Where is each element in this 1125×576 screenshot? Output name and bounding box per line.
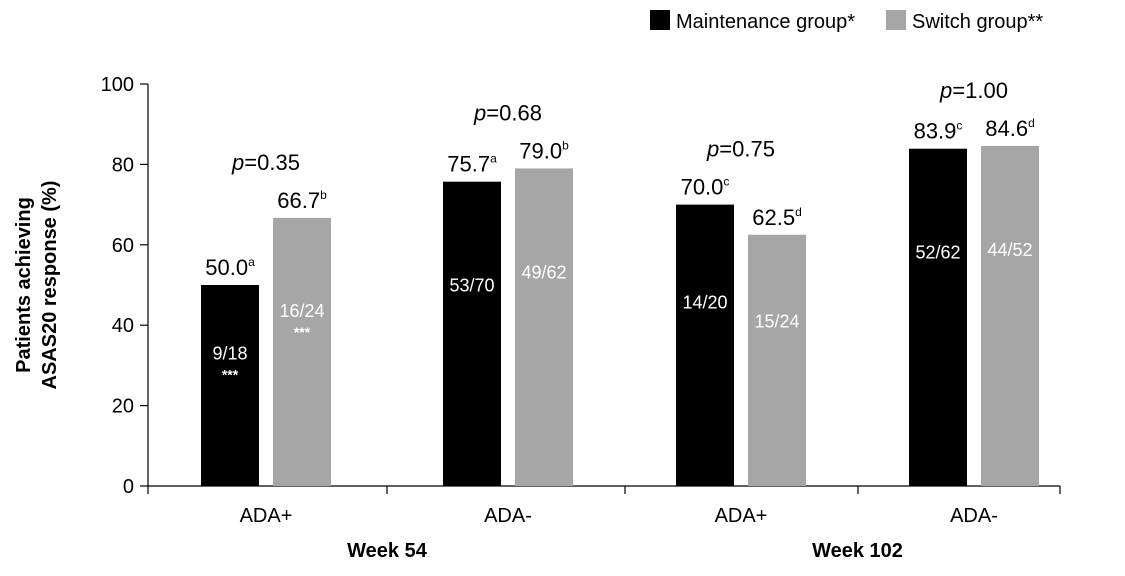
x-category-label: ADA+: [240, 505, 293, 527]
y-axis-title-line: ASAS20 response (%): [39, 181, 61, 390]
bar-switch: [748, 234, 806, 486]
p-value: =0.68: [486, 100, 542, 125]
bar-value-label: 70.0c: [681, 175, 730, 200]
x-category-label: ADA-: [950, 505, 998, 527]
bar-value-superscript: b: [562, 138, 569, 152]
bar-significance-label: ***: [222, 366, 239, 382]
x-category-label: ADA-: [484, 505, 532, 527]
legend-label: Switch group**: [912, 11, 1043, 33]
bar-maintenance: [443, 181, 501, 486]
p-value: =0.35: [244, 150, 300, 175]
bar-value-superscript: d: [1028, 116, 1035, 130]
y-tick-label: 100: [101, 74, 134, 96]
p-value: =1.00: [952, 78, 1008, 103]
bar-value-label: 75.7a: [447, 152, 497, 177]
bar-count-label: 52/62: [915, 243, 960, 263]
x-group-label: Week 102: [812, 540, 903, 562]
x-group-label: Week 54: [347, 540, 428, 562]
bar-count-label: 15/24: [754, 312, 799, 332]
y-tick-label: 40: [112, 315, 134, 337]
bar-value: 70.0: [681, 175, 724, 200]
legend-swatch-maintenance: [650, 10, 670, 30]
p-value-label: p=1.00: [939, 78, 1008, 103]
bar-value-label: 84.6d: [985, 116, 1035, 141]
bar-value-label: 83.9c: [914, 119, 963, 144]
bar-value-label: 62.5d: [752, 205, 802, 230]
p-value-label: p=0.75: [706, 137, 775, 162]
bar-switch: [273, 217, 331, 486]
bar-value: 83.9: [914, 119, 957, 144]
bar-significance-label: ***: [294, 324, 311, 340]
bar-maintenance: [909, 148, 967, 487]
p-value: =0.75: [719, 137, 775, 162]
p-value-symbol: p: [939, 78, 952, 103]
bar-value: 66.7: [277, 188, 320, 213]
bar-count-label: 14/20: [682, 293, 727, 313]
bar-value-superscript: a: [490, 152, 497, 166]
x-category-label: ADA+: [715, 505, 768, 527]
bar-value-superscript: b: [320, 188, 327, 202]
y-tick-label: 80: [112, 154, 134, 176]
bar-value: 75.7: [447, 152, 490, 177]
y-axis-title-line: Patients achieving: [13, 197, 35, 373]
legend-swatch-switch: [886, 10, 906, 30]
bar-value-superscript: a: [248, 255, 255, 269]
bar-maintenance: [201, 285, 259, 486]
bar-count-label: 44/52: [987, 240, 1032, 260]
y-axis-title: Patients achieving ASAS20 response (%): [13, 181, 61, 390]
p-value-symbol: p: [473, 100, 486, 125]
bar-value-superscript: c: [723, 175, 729, 189]
bar-value-label: 66.7b: [277, 188, 327, 213]
bar-value-label: 50.0a: [205, 255, 255, 280]
bar-count-label: 49/62: [521, 262, 566, 282]
bar-count-label: 9/18: [212, 343, 247, 363]
legend-label: Maintenance group*: [676, 11, 855, 33]
y-tick-label: 20: [112, 396, 134, 418]
bar-value: 79.0: [519, 138, 562, 163]
bar-value: 62.5: [752, 205, 795, 230]
bar-switch: [515, 168, 573, 487]
p-value-label: p=0.68: [473, 100, 542, 125]
bar-switch: [981, 145, 1039, 486]
p-value-symbol: p: [231, 150, 244, 175]
p-value-label: p=0.35: [231, 150, 300, 175]
bar-value: 50.0: [205, 255, 248, 280]
y-tick-label: 0: [123, 476, 134, 498]
bar-count-label: 53/70: [449, 276, 494, 296]
bar-value-superscript: c: [956, 119, 962, 133]
y-tick-label: 60: [112, 235, 134, 257]
bar-value-label: 79.0b: [519, 138, 569, 163]
bar-value: 84.6: [985, 116, 1028, 141]
bar-count-label: 16/24: [279, 301, 324, 321]
bar-value-superscript: d: [795, 205, 802, 219]
p-value-symbol: p: [706, 137, 719, 162]
bar-maintenance: [676, 204, 734, 486]
